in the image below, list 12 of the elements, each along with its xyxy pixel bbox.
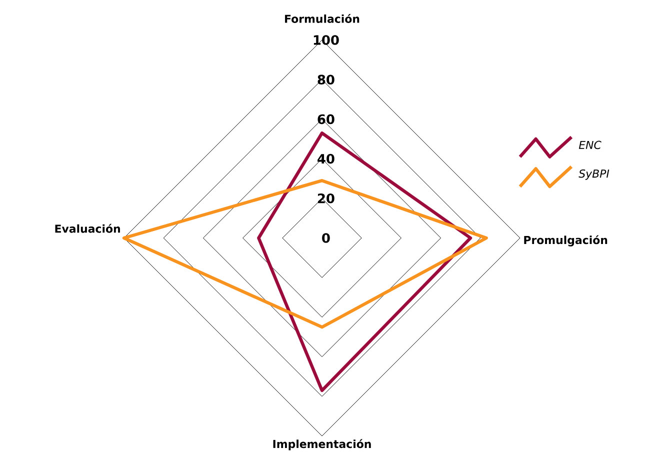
y-tick-label: 0 bbox=[322, 233, 330, 243]
y-tick-label: 80 bbox=[318, 74, 334, 84]
y-tick-label: 100 bbox=[314, 35, 339, 45]
y-tick-label: 60 bbox=[318, 114, 334, 124]
spoke-label: Promulgación bbox=[524, 235, 608, 246]
spoke-label: Formulación bbox=[285, 14, 360, 23]
y-tick-label: 20 bbox=[318, 194, 334, 204]
legend-label: SyBPI bbox=[578, 169, 610, 180]
spoke-label: Evaluación bbox=[55, 224, 120, 233]
y-tick-label: 40 bbox=[318, 154, 334, 164]
legend-label: ENC bbox=[578, 140, 602, 150]
spoke-label: Implementación bbox=[273, 439, 371, 450]
